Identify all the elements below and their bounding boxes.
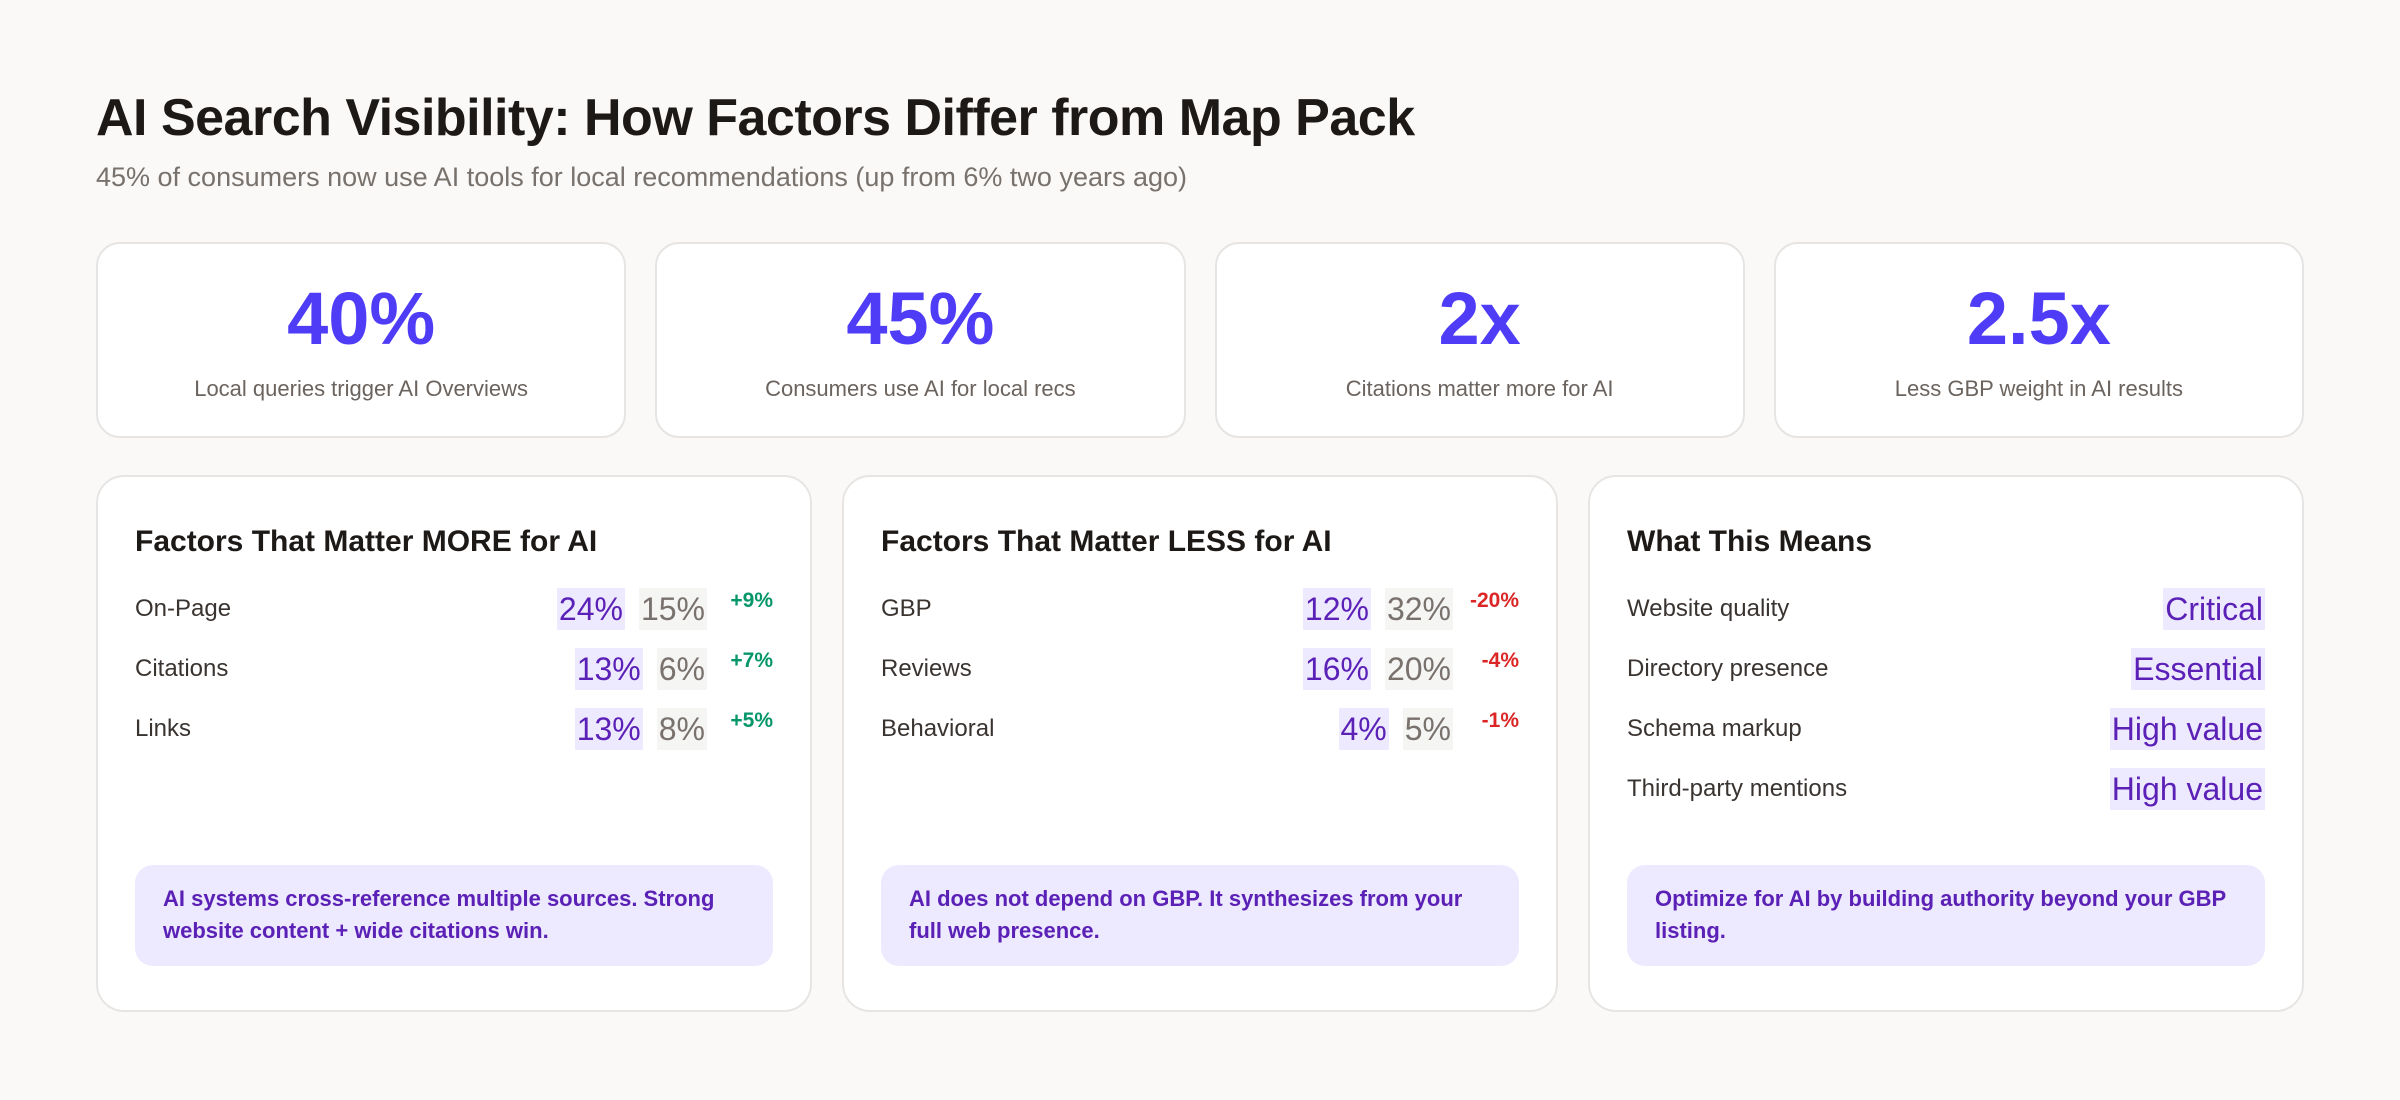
- factor-row: Behavioral 4% 5% -1%: [881, 699, 1519, 759]
- factor-name: Behavioral: [881, 715, 995, 742]
- meaning-name: Schema markup: [1627, 715, 1802, 742]
- factor-row: Reviews 16% 20% -4%: [881, 639, 1519, 699]
- callout-note: AI does not depend on GBP. It synthesize…: [881, 865, 1519, 966]
- importance-tag: Essential: [2131, 647, 2265, 691]
- stat-card: 40% Local queries trigger AI Overviews: [96, 242, 627, 438]
- ai-weight: 4%: [1338, 707, 1389, 751]
- weight-difference: -20%: [1469, 589, 1519, 612]
- weight-difference: +7%: [730, 649, 773, 672]
- factor-name: On-Page: [135, 595, 232, 622]
- card-title: Factors That Matter LESS for AI: [881, 525, 1332, 558]
- stat-label: Less GBP weight in AI results: [1894, 376, 2183, 401]
- factor-name: Links: [135, 715, 192, 742]
- meaning-row: Directory presence Essential: [1627, 639, 2265, 699]
- factor-row: On-Page 24% 15% +9%: [135, 579, 773, 639]
- stat-card: 2.5x Less GBP weight in AI results: [1773, 242, 2304, 438]
- weight-difference: -1%: [1481, 709, 1519, 732]
- map-pack-weight: 15%: [638, 587, 707, 631]
- ai-weight: 13%: [574, 647, 643, 691]
- stat-value: 40%: [287, 277, 436, 360]
- ai-weight: 24%: [556, 587, 625, 631]
- importance-tag: Critical: [2163, 587, 2265, 631]
- stat-value: 2.5x: [1966, 277, 2111, 360]
- importance-tag: High value: [2109, 767, 2265, 811]
- importance-tag: High value: [2109, 707, 2265, 751]
- map-pack-weight: 5%: [1402, 707, 1453, 751]
- map-pack-weight: 6%: [656, 647, 707, 691]
- stat-label: Consumers use AI for local recs: [765, 376, 1076, 401]
- callout-note: Optimize for AI by building authority be…: [1627, 865, 2265, 966]
- weight-difference: +5%: [730, 709, 773, 732]
- meaning-name: Third-party mentions: [1627, 775, 1848, 802]
- factor-row: Citations 13% 6% +7%: [135, 639, 773, 699]
- factor-name: Reviews: [881, 655, 972, 682]
- map-pack-weight: 20%: [1384, 647, 1453, 691]
- meaning-row: Third-party mentions High value: [1627, 759, 2265, 819]
- meaning-name: Directory presence: [1627, 655, 1829, 682]
- page-title: AI Search Visibility: How Factors Differ…: [96, 89, 1415, 147]
- card-title: Factors That Matter MORE for AI: [135, 525, 598, 558]
- map-pack-weight: 8%: [656, 707, 707, 751]
- factor-row: Links 13% 8% +5%: [135, 699, 773, 759]
- stat-value: 2x: [1438, 277, 1521, 360]
- stat-label: Citations matter more for AI: [1345, 376, 1614, 401]
- ai-weight: 16%: [1302, 647, 1371, 691]
- weight-difference: +9%: [730, 589, 773, 612]
- meaning-name: Website quality: [1627, 595, 1790, 622]
- card-title: What This Means: [1627, 525, 1873, 558]
- meaning-row: Website quality Critical: [1627, 579, 2265, 639]
- page-subtitle: 45% of consumers now use AI tools for lo…: [96, 162, 1188, 192]
- stat-label: Local queries trigger AI Overviews: [194, 376, 529, 401]
- stat-card: 45% Consumers use AI for local recs: [655, 242, 1186, 438]
- ai-weight: 12%: [1302, 587, 1371, 631]
- ai-weight: 13%: [574, 707, 643, 751]
- factor-row: GBP 12% 32% -20%: [881, 579, 1519, 639]
- stat-value: 45%: [846, 277, 995, 360]
- stat-card: 2x Citations matter more for AI: [1214, 242, 1745, 438]
- more-factors-card: Factors That Matter MORE for AI On-Page 2…: [96, 475, 812, 1012]
- stat-cards: 40% Local queries trigger AI Overviews 45…: [96, 242, 2304, 438]
- less-factors-card: Factors That Matter LESS for AI GBP 12% 32…: [842, 475, 1558, 1012]
- what-this-means-card: What This Means Website quality Critical D…: [1588, 475, 2304, 1012]
- meaning-row: Schema markup High value: [1627, 699, 2265, 759]
- weight-difference: -4%: [1481, 649, 1519, 672]
- factor-name: Citations: [135, 655, 229, 682]
- factor-name: GBP: [881, 595, 932, 622]
- callout-note: AI systems cross-reference multiple sour…: [135, 865, 773, 966]
- map-pack-weight: 32%: [1384, 587, 1453, 631]
